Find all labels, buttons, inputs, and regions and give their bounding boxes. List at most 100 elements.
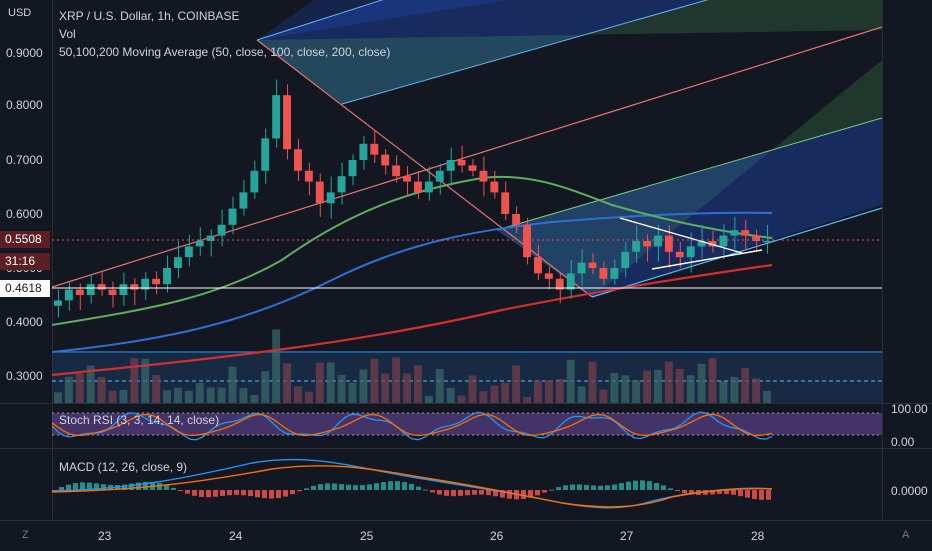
- pane-separator[interactable]: [0, 403, 932, 404]
- candle-body: [130, 284, 139, 290]
- macd-pane[interactable]: 0.0000 MACD (12, 26, close, 9): [0, 449, 932, 519]
- volume-bar: [544, 380, 553, 403]
- volume-bar: [217, 387, 226, 403]
- candle-body: [152, 278, 161, 285]
- candle-body: [206, 235, 215, 241]
- right-axis[interactable]: [882, 0, 932, 403]
- price-tick: 0.6000: [6, 207, 43, 221]
- macd-hist-bar: [640, 480, 645, 490]
- volume-legend[interactable]: Vol: [59, 27, 76, 41]
- pitchfork-median: [52, 26, 882, 288]
- macd-hist-bar: [458, 490, 463, 496]
- volume-bar: [130, 358, 139, 403]
- macd-hist-bar: [752, 490, 757, 500]
- candle-body: [752, 235, 761, 241]
- volume-bar: [359, 369, 368, 403]
- macd-hist-bar: [346, 484, 351, 490]
- volume-bar: [424, 396, 433, 403]
- macd-hist-bar: [101, 484, 106, 490]
- volume-bar: [741, 368, 750, 403]
- rsi-legend[interactable]: Stoch RSI (3, 3, 14, 14, close): [59, 413, 220, 427]
- volume-bar: [152, 374, 161, 403]
- time-tick: 27: [620, 529, 634, 543]
- candle-body: [632, 241, 641, 252]
- time-axis-left-corner[interactable]: Z: [22, 529, 29, 541]
- time-axis-right-corner[interactable]: A: [902, 529, 910, 541]
- macd-hist-bar: [332, 483, 337, 490]
- volume-bar: [468, 375, 477, 403]
- macd-hist-bar: [451, 490, 456, 497]
- macd-hist-bar: [122, 484, 127, 490]
- candle-body: [708, 241, 717, 247]
- rsi-plot[interactable]: [52, 404, 882, 448]
- macd-right-axis[interactable]: 0.0000: [882, 449, 932, 519]
- macd-hist-bar: [598, 485, 603, 490]
- macd-hist-bar: [66, 484, 71, 490]
- symbol-legend[interactable]: XRP / U.S. Dollar, 1h, COINBASE: [59, 9, 240, 23]
- macd-hist-bar: [626, 481, 631, 490]
- macd-hist-bar: [59, 487, 64, 490]
- ma-legend[interactable]: 50,100,200 Moving Average (50, close, 10…: [59, 45, 391, 59]
- pitchfork-top-band: [257, 0, 507, 40]
- volume-bar: [708, 358, 717, 403]
- macd-hist-bar: [283, 490, 288, 497]
- triangle-lower-line: [651, 249, 763, 270]
- pitchfork-lower-band: [497, 118, 882, 297]
- rsi-svg[interactable]: [52, 404, 882, 448]
- macd-hist-bar: [87, 482, 92, 490]
- macd-hist-bar: [234, 490, 239, 495]
- macd-hist-bar: [367, 484, 372, 490]
- macd-histogram: [52, 480, 771, 500]
- volume-bar: [75, 373, 84, 403]
- macd-hist-bar: [374, 483, 379, 490]
- time-axis[interactable]: Z 23 24 25 26 27 28 A: [0, 520, 932, 551]
- macd-svg[interactable]: [52, 449, 882, 519]
- volume-bar: [632, 380, 641, 403]
- macd-hist-bar: [556, 487, 561, 490]
- ma100-line: [52, 211, 773, 353]
- macd-hist-bar: [143, 481, 148, 490]
- volume-bar: [97, 377, 106, 403]
- stoch-rsi-pane[interactable]: 100.00 0.00 Stoch RSI (3, 3, 14, 14, clo…: [0, 404, 932, 448]
- macd-hist-bar: [724, 490, 729, 495]
- macd-hist-bar: [738, 490, 743, 497]
- rsi-right-axis[interactable]: 100.00 0.00: [882, 404, 932, 448]
- volume-bar: [763, 390, 771, 403]
- volume-bar: [610, 372, 619, 403]
- volume-bar: [697, 363, 706, 403]
- macd-hist-bar: [465, 490, 470, 496]
- macd-hist-bar: [164, 485, 169, 490]
- macd-hist-bar: [612, 484, 617, 490]
- volume-bar: [326, 362, 335, 403]
- candle-body: [272, 95, 281, 139]
- volume-bar: [490, 385, 499, 403]
- pane-separator[interactable]: [0, 448, 932, 449]
- currency-label[interactable]: USD: [8, 7, 32, 19]
- pitchfork-line-3: [591, 207, 882, 298]
- candle-body: [479, 170, 488, 182]
- price-axis[interactable]: USD 0.9000 0.8000 0.7000 0.6000 0.5000 0…: [0, 0, 53, 403]
- candle-body: [250, 170, 259, 193]
- macd-hist-bar: [136, 482, 141, 490]
- macd-plot[interactable]: [52, 449, 882, 519]
- rsi-left-axis: [0, 404, 53, 448]
- candle-body: [304, 170, 313, 182]
- volume-bar: [108, 390, 117, 403]
- macd-hist-bar: [290, 490, 295, 495]
- volume-bar: [337, 374, 346, 403]
- price-tick: 0.8000: [6, 98, 43, 112]
- price-tick: 0.9000: [6, 46, 43, 60]
- price-pane[interactable]: USD 0.9000 0.8000 0.7000 0.6000 0.5000 0…: [0, 0, 932, 403]
- last-price-tag: 0.5508: [0, 231, 50, 248]
- candle-body: [523, 224, 531, 258]
- macd-hist-bar: [521, 490, 526, 499]
- macd-hist-bar: [73, 482, 78, 490]
- price-chart-svg[interactable]: [52, 0, 882, 403]
- volume-bar: [392, 357, 401, 403]
- volume-bar: [119, 389, 128, 403]
- macd-legend[interactable]: MACD (12, 26, close, 9): [59, 460, 188, 474]
- macd-hist-bar: [766, 490, 771, 500]
- candle-body: [675, 251, 684, 258]
- volume-bar: [457, 395, 466, 403]
- price-plot[interactable]: [52, 0, 882, 403]
